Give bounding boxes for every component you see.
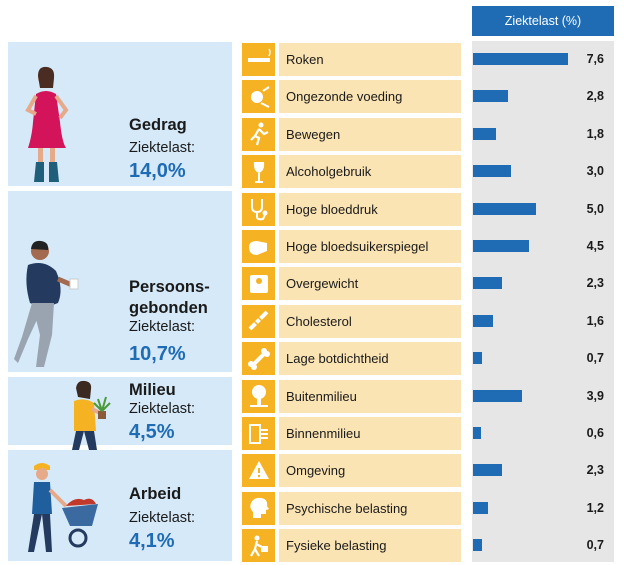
bar-value-label: 1,6	[586, 313, 604, 328]
bar-value-label: 0,6	[586, 426, 604, 440]
bar-value-label: 4,5	[586, 239, 604, 253]
row-label: Fysieke belasting	[279, 529, 461, 563]
tree-icon	[242, 379, 275, 413]
bar	[473, 165, 511, 178]
bar	[473, 90, 508, 103]
overweight-man-figure	[14, 240, 79, 367]
category-value: 4,1%	[129, 530, 175, 552]
row-label: Hoge bloedsuikerspiegel	[279, 230, 461, 263]
bar	[473, 314, 493, 327]
category-value: 4,5%	[129, 421, 175, 443]
bone-icon	[242, 342, 275, 376]
category-subtitle: Ziektelast:	[129, 401, 196, 417]
indoor-icon	[242, 417, 275, 450]
bar	[473, 464, 502, 477]
row-label: Cholesterol	[279, 304, 461, 338]
category-name: Arbeid	[129, 485, 182, 503]
row-label: Bewegen	[279, 117, 461, 151]
lifting-icon	[242, 529, 275, 563]
bar-value-label: 2,3	[586, 463, 604, 478]
food-icon	[242, 80, 275, 114]
category-panel-milieu: Milieu Ziektelast: 4,5%	[8, 377, 232, 469]
category-name: Gedrag	[129, 116, 187, 134]
bar	[473, 539, 482, 552]
category-panel-gedrag: Gedrag Ziektelast: 14,0%	[8, 42, 232, 186]
category-subtitle: Ziektelast:	[129, 140, 196, 156]
row-label: Omgeving	[279, 454, 461, 488]
row-label: Overgewicht	[279, 267, 461, 301]
bar-value-label: 2,3	[586, 276, 604, 291]
bar-value-label: 1,8	[586, 126, 604, 141]
column-header: Ziektelast (%)	[472, 6, 614, 36]
row-label: Hoge bloeddruk	[279, 192, 461, 226]
bar	[473, 127, 496, 140]
woman-figure	[25, 66, 69, 182]
bar	[473, 240, 530, 252]
row-label: Lage botdichtheid	[279, 342, 461, 376]
bar-value-label: 3,0	[586, 164, 604, 179]
bar	[473, 352, 482, 365]
worker-with-wheelbarrow-figure	[28, 463, 98, 552]
row-label: Alcoholgebruik	[279, 155, 461, 189]
category-panel-persoonsgebonden: Persoons- gebonden Ziektelast: 10,7%	[8, 191, 232, 372]
bar-value-label: 0,7	[586, 538, 604, 553]
bar	[473, 501, 488, 514]
bar	[473, 202, 536, 215]
category-name-line-2: gebonden	[129, 299, 208, 317]
bar-value-label: 1,2	[586, 500, 604, 515]
row-label: Binnenmilieu	[279, 417, 461, 450]
glucose-meter-icon	[242, 230, 275, 263]
category-name-line-1: Persoons-	[129, 278, 210, 296]
category-panel-arbeid: Arbeid Ziektelast: 4,1%	[8, 450, 232, 561]
scale-icon	[242, 267, 275, 301]
bar-value-label: 2,8	[586, 89, 604, 104]
bar-area-background	[472, 41, 614, 562]
bar-value-label: 7,6	[586, 52, 604, 66]
bar-value-label: 5,0	[586, 201, 604, 216]
row-label: Psychische belasting	[279, 491, 461, 525]
cigarette-icon	[242, 43, 275, 76]
row-label: Buitenmilieu	[279, 379, 461, 413]
row-label: Ongezonde voeding	[279, 80, 461, 114]
category-value: 10,7%	[129, 343, 186, 365]
bar	[473, 277, 502, 290]
head-icon	[242, 491, 275, 525]
category-value: 14,0%	[129, 160, 186, 182]
category-subtitle: Ziektelast:	[129, 319, 196, 335]
category-name: Milieu	[129, 381, 176, 399]
category-subtitle: Ziektelast:	[129, 510, 196, 526]
bar-value-label: 3,9	[586, 388, 604, 403]
bar	[473, 53, 568, 65]
running-icon	[242, 117, 275, 151]
stethoscope-icon	[242, 192, 275, 226]
hazard-icon	[242, 454, 275, 488]
bar-value-label: 0,7	[586, 351, 604, 366]
wine-glass-icon	[242, 155, 275, 189]
bar	[473, 389, 522, 402]
row-label: Roken	[279, 43, 461, 76]
artery-icon	[242, 304, 275, 338]
bar	[473, 427, 481, 439]
